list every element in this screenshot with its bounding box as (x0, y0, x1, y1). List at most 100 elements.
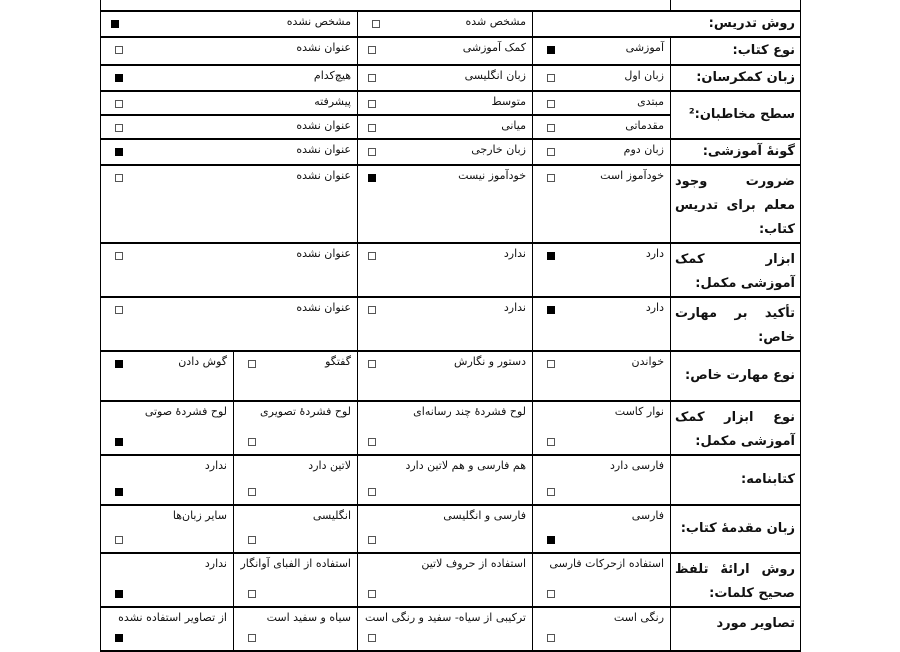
checkbox-unchecked[interactable] (248, 634, 256, 642)
checkbox-unchecked[interactable] (115, 306, 123, 314)
checkbox-unchecked[interactable] (547, 360, 555, 368)
option-cell[interactable]: استفاده از الفبای آوانگار (233, 552, 358, 608)
checkbox-checked[interactable] (115, 74, 123, 82)
checkbox-unchecked[interactable] (368, 438, 376, 446)
checkbox-unchecked[interactable] (115, 252, 123, 260)
option-cell[interactable]: مقدماتی (532, 114, 671, 140)
option-cell[interactable]: خواندن (532, 350, 671, 402)
option-cell[interactable]: میانی (357, 114, 533, 140)
checkbox-unchecked[interactable] (368, 100, 376, 108)
option-cell[interactable]: پیشرفته (100, 90, 358, 116)
option-cell[interactable]: نوار کاست (532, 400, 671, 456)
option-cell[interactable]: لوح فشردهٔ صوتی (100, 400, 234, 456)
checkbox-checked[interactable] (115, 438, 123, 446)
checkbox-unchecked[interactable] (115, 100, 123, 108)
option-cell[interactable]: گوش دادن (100, 350, 234, 402)
checkbox-unchecked[interactable] (248, 438, 256, 446)
option-cell[interactable]: از تصاویر استفاده نشده (100, 606, 234, 652)
checkbox-checked[interactable] (547, 252, 555, 260)
checkbox-unchecked[interactable] (115, 174, 123, 182)
option-cell[interactable]: عنوان نشده (100, 36, 358, 66)
checkbox-unchecked[interactable] (368, 306, 376, 314)
checkbox-unchecked[interactable] (368, 74, 376, 82)
checkbox-checked[interactable] (368, 174, 376, 182)
option-cell[interactable]: متوسط (357, 90, 533, 116)
checkbox-checked[interactable] (115, 148, 123, 156)
checkbox-unchecked[interactable] (547, 488, 555, 496)
option-cell[interactable]: ترکیبی از سیاه- سفید و رنگی است (357, 606, 533, 652)
checkbox-checked[interactable] (547, 46, 555, 54)
option-cell[interactable]: عنوان نشده (100, 242, 358, 298)
checkbox-unchecked[interactable] (547, 590, 555, 598)
option-cell[interactable]: فارسی و انگلیسی (357, 504, 533, 554)
option-cell[interactable]: فارسی دارد (532, 454, 671, 506)
checkbox-unchecked[interactable] (368, 46, 376, 54)
checkbox-unchecked[interactable] (547, 148, 555, 156)
checkbox-unchecked[interactable] (248, 488, 256, 496)
checkbox-checked[interactable] (115, 488, 123, 496)
option-cell[interactable]: دارد (532, 242, 671, 298)
option-cell[interactable]: ندارد (100, 454, 234, 506)
option-cell[interactable]: مشخص نشده (100, 10, 358, 38)
option-cell[interactable]: هم فارسی و هم لاتین دارد (357, 454, 533, 506)
option-cell[interactable]: دستور و نگارش (357, 350, 533, 402)
option-cell[interactable]: عنوان نشده (100, 138, 358, 166)
option-cell[interactable]: زبان اول (532, 64, 671, 92)
option-cell[interactable]: لاتین دارد (233, 454, 358, 506)
checkbox-checked[interactable] (547, 536, 555, 544)
option-cell[interactable]: خودآموز است (532, 164, 671, 244)
checkbox-unchecked[interactable] (547, 634, 555, 642)
checkbox-unchecked[interactable] (368, 634, 376, 642)
option-cell[interactable]: لوح فشردهٔ تصویری (233, 400, 358, 456)
option-cell[interactable]: زبان خارجی (357, 138, 533, 166)
checkbox-unchecked[interactable] (547, 174, 555, 182)
option-cell[interactable]: زبان دوم (532, 138, 671, 166)
checkbox-unchecked[interactable] (368, 360, 376, 368)
checkbox-unchecked[interactable] (372, 20, 380, 28)
checkbox-unchecked[interactable] (248, 360, 256, 368)
option-cell[interactable]: هیچ‌کدام (100, 64, 358, 92)
option-cell[interactable]: مشخص شده (357, 10, 533, 38)
option-cell[interactable]: خودآموز نیست (357, 164, 533, 244)
option-cell[interactable]: فارسی (532, 504, 671, 554)
option-cell[interactable]: استفاده از حروف لاتین (357, 552, 533, 608)
option-cell[interactable]: دارد (532, 296, 671, 352)
option-cell[interactable]: استفاده ازحرکات فارسی (532, 552, 671, 608)
checkbox-checked[interactable] (547, 306, 555, 314)
checkbox-unchecked[interactable] (547, 438, 555, 446)
checkbox-unchecked[interactable] (368, 124, 376, 132)
checkbox-unchecked[interactable] (368, 590, 376, 598)
option-cell[interactable]: گفتگو (233, 350, 358, 402)
checkbox-unchecked[interactable] (115, 536, 123, 544)
option-cell[interactable]: ندارد (357, 242, 533, 298)
checkbox-checked[interactable] (111, 20, 119, 28)
checkbox-unchecked[interactable] (368, 536, 376, 544)
checkbox-unchecked[interactable] (368, 148, 376, 156)
option-cell[interactable]: سایر زبان‌ها (100, 504, 234, 554)
checkbox-unchecked[interactable] (115, 46, 123, 54)
checkbox-unchecked[interactable] (248, 590, 256, 598)
checkbox-unchecked[interactable] (547, 74, 555, 82)
option-cell[interactable]: عنوان نشده (100, 296, 358, 352)
checkbox-checked[interactable] (115, 590, 123, 598)
option-cell[interactable]: کمک آموزشی (357, 36, 533, 66)
option-cell[interactable]: سیاه و سفید است (233, 606, 358, 652)
option-cell[interactable]: لوح فشردهٔ چند رسانه‌ای (357, 400, 533, 456)
option-cell[interactable]: مبتدی (532, 90, 671, 116)
option-cell[interactable]: ندارد (100, 552, 234, 608)
option-cell[interactable]: زبان انگلیسی (357, 64, 533, 92)
option-cell[interactable]: آموزشی (532, 36, 671, 66)
checkbox-unchecked[interactable] (368, 488, 376, 496)
checkbox-checked[interactable] (115, 360, 123, 368)
checkbox-unchecked[interactable] (248, 536, 256, 544)
option-cell[interactable]: رنگی است (532, 606, 671, 652)
checkbox-unchecked[interactable] (115, 124, 123, 132)
option-cell[interactable]: ندارد (357, 296, 533, 352)
option-cell[interactable]: عنوان نشده (100, 114, 358, 140)
checkbox-unchecked[interactable] (368, 252, 376, 260)
option-cell[interactable]: عنوان نشده (100, 164, 358, 244)
option-cell[interactable]: انگلیسی (233, 504, 358, 554)
checkbox-unchecked[interactable] (547, 124, 555, 132)
checkbox-checked[interactable] (115, 634, 123, 642)
checkbox-unchecked[interactable] (547, 100, 555, 108)
